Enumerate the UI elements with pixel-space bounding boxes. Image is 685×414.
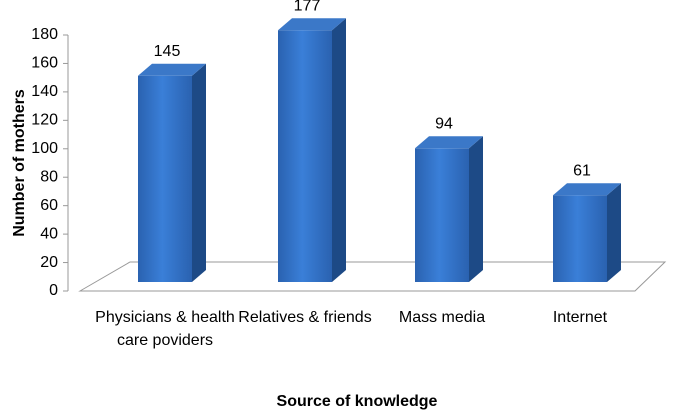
y-tick-label: 80: [40, 168, 58, 185]
bar-side: [469, 136, 483, 282]
bar-top: [138, 63, 206, 76]
bar-top: [278, 18, 346, 31]
bar-top: [415, 136, 483, 149]
y-tick-label: 100: [31, 140, 58, 157]
y-tick-label: 0: [49, 282, 58, 299]
bar-side: [192, 63, 206, 283]
bar-side: [332, 18, 346, 283]
value-label: 94: [435, 116, 453, 133]
bar-top: [553, 183, 621, 196]
x-tick-label: Internet: [552, 309, 608, 326]
value-label: 145: [154, 43, 181, 60]
y-tick-label: 160: [31, 55, 58, 72]
floor: [78, 261, 667, 292]
y-tick-label: 140: [31, 83, 58, 100]
y-tick-label: 120: [31, 112, 58, 129]
y-tick-label: 60: [40, 197, 58, 214]
y-axis-title: Number of mothers: [11, 89, 28, 237]
bar-side: [607, 183, 621, 282]
value-label: 61: [573, 162, 591, 179]
value-label: 177: [294, 0, 321, 15]
x-tick-label: Physicians & health care poviders: [95, 309, 235, 349]
x-axis-title: Source of knowledge: [277, 393, 438, 410]
y-tick-label: 20: [40, 254, 58, 271]
x-tick-label: Mass media: [398, 309, 486, 326]
bar: [553, 195, 607, 282]
y-tick-label: 40: [40, 225, 58, 242]
bar: [278, 30, 332, 283]
x-tick-label: Relatives & friends: [238, 309, 372, 326]
bar: [415, 148, 469, 282]
y-tick-label: 180: [31, 26, 58, 43]
bar: [138, 75, 192, 283]
